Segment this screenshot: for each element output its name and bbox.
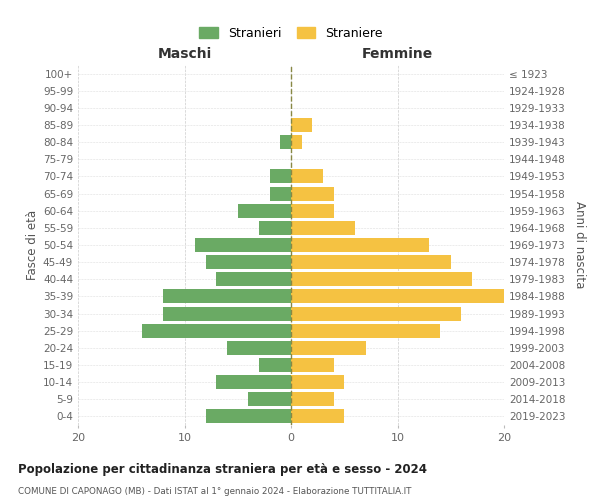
Y-axis label: Anni di nascita: Anni di nascita [572,202,586,288]
Text: Popolazione per cittadinanza straniera per età e sesso - 2024: Popolazione per cittadinanza straniera p… [18,462,427,475]
Bar [227,341,291,355]
Bar [291,238,430,252]
Bar [206,410,291,424]
Bar [217,375,291,389]
Bar [291,118,313,132]
Legend: Stranieri, Straniere: Stranieri, Straniere [197,24,385,42]
Bar [259,221,291,235]
Bar [259,358,291,372]
Bar [163,306,291,320]
Bar [206,255,291,269]
Bar [142,324,291,338]
Bar [291,204,334,218]
Bar [270,170,291,183]
Bar [291,341,365,355]
Bar [291,358,334,372]
Y-axis label: Fasce di età: Fasce di età [26,210,39,280]
Bar [291,255,451,269]
Bar [291,410,344,424]
Bar [291,221,355,235]
Bar [291,135,302,149]
Bar [238,204,291,218]
Bar [217,272,291,286]
Bar [163,290,291,304]
Bar [291,272,472,286]
Bar [280,135,291,149]
Bar [291,324,440,338]
Bar [291,186,334,200]
Bar [291,306,461,320]
Bar [195,238,291,252]
Text: Femmine: Femmine [362,48,433,62]
Bar [291,375,344,389]
Bar [291,170,323,183]
Bar [291,392,334,406]
Text: COMUNE DI CAPONAGO (MB) - Dati ISTAT al 1° gennaio 2024 - Elaborazione TUTTITALI: COMUNE DI CAPONAGO (MB) - Dati ISTAT al … [18,486,412,496]
Text: Maschi: Maschi [157,48,212,62]
Bar [248,392,291,406]
Bar [270,186,291,200]
Bar [291,290,504,304]
